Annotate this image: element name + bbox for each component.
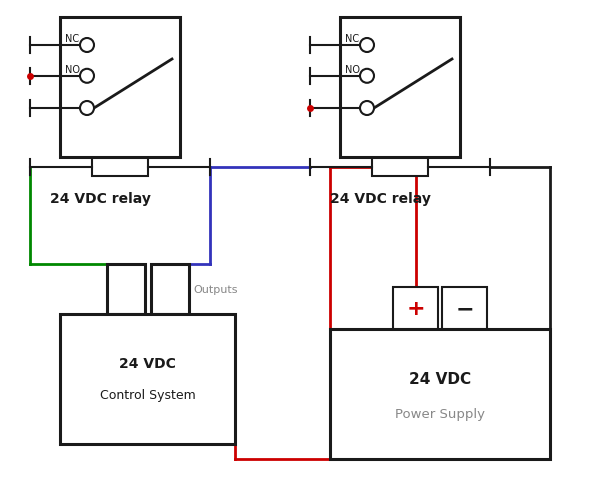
Text: Control System: Control System [100,388,196,401]
Text: Power Supply: Power Supply [395,407,485,420]
Bar [60,18,180,157]
Bar [60,314,235,444]
Text: 24 VDC: 24 VDC [119,357,176,371]
Bar [330,329,550,459]
Text: Outputs: Outputs [193,285,238,294]
Circle shape [360,70,374,84]
Text: 24 VDC relay: 24 VDC relay [329,192,430,205]
Bar [107,264,145,314]
Circle shape [80,70,94,84]
Text: 24 VDC: 24 VDC [409,371,471,386]
Text: NC: NC [65,34,79,44]
Circle shape [360,39,374,53]
Text: NO: NO [345,65,360,75]
Bar [442,288,487,329]
Bar [92,159,148,177]
Circle shape [80,39,94,53]
Text: NC: NC [345,34,359,44]
Circle shape [80,102,94,116]
Circle shape [360,102,374,116]
Text: 24 VDC relay: 24 VDC relay [50,192,151,205]
Bar [372,159,428,177]
Bar [393,288,438,329]
Text: +: + [406,299,425,318]
Text: NO: NO [65,65,80,75]
Bar [151,264,188,314]
Bar [340,18,460,157]
Text: −: − [455,299,474,318]
